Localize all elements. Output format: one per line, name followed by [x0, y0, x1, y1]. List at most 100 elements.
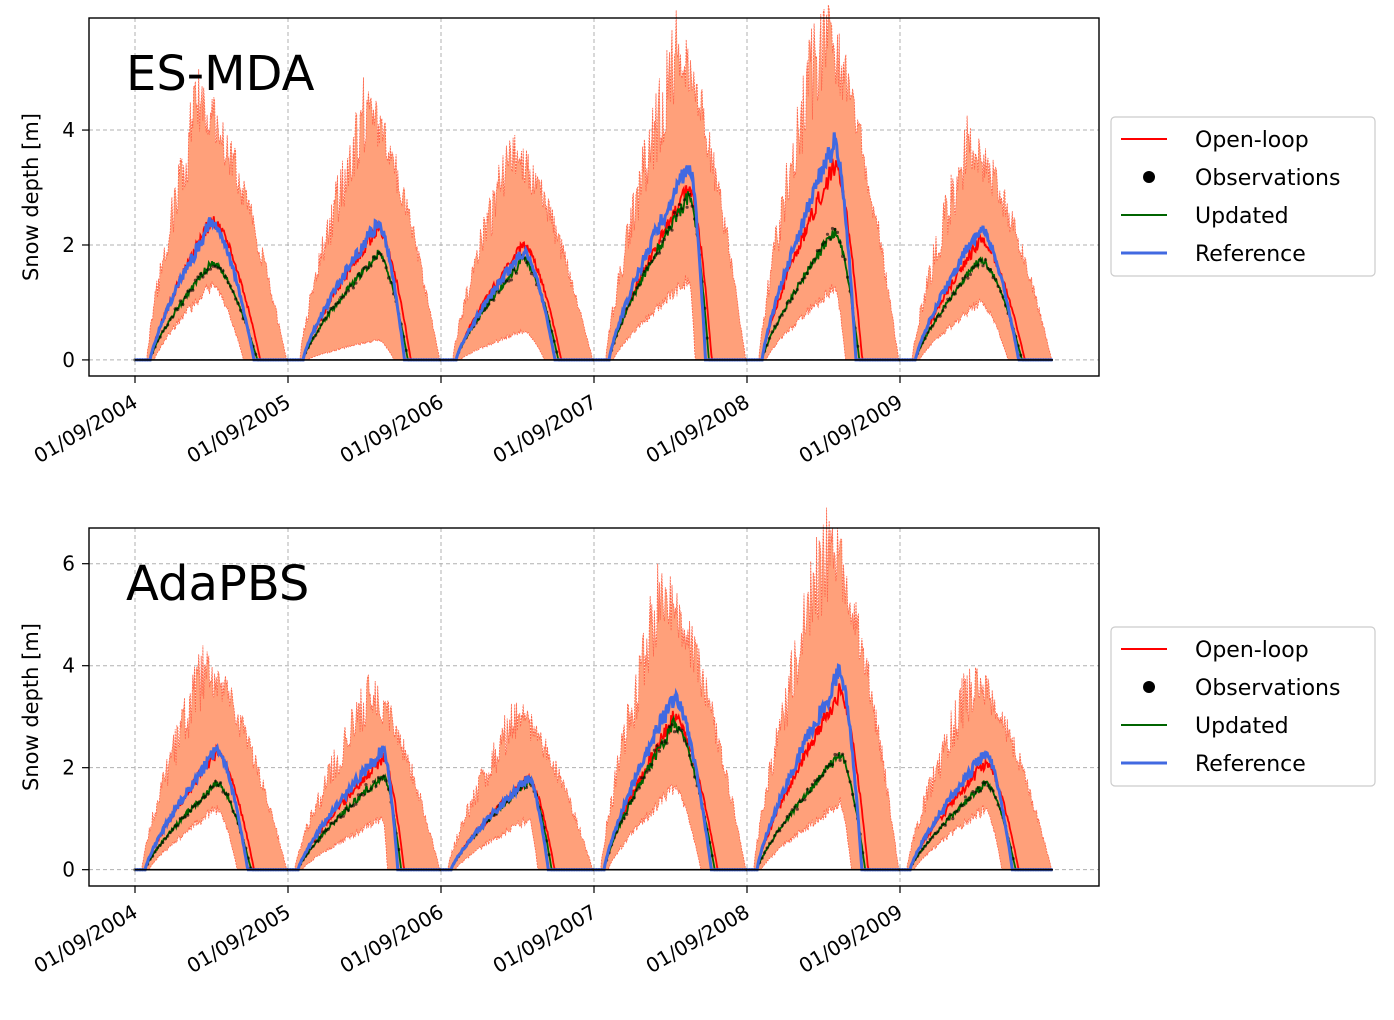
observation-point [211, 264, 215, 268]
observation-point [186, 289, 190, 293]
observation-point [652, 748, 657, 752]
observation-point [928, 837, 932, 841]
observation-point [941, 822, 945, 826]
observation-point [798, 799, 802, 804]
observation-point [397, 847, 401, 852]
x-tick-label: 01/09/2007 [489, 390, 601, 468]
observation-point [778, 315, 782, 319]
observation-point [507, 279, 511, 283]
observation-point [191, 288, 195, 292]
observation-point [682, 739, 687, 743]
observation-point [218, 781, 223, 785]
observation-point [321, 830, 325, 834]
observation-point [667, 725, 672, 729]
legend-frame [1110, 626, 1376, 787]
legend-observations-swatch [1143, 171, 1155, 183]
observation-point [1001, 295, 1005, 299]
observation-point [760, 856, 764, 860]
observation-point [359, 274, 363, 278]
observation-point [682, 198, 687, 202]
legend: Open-loop Observations Updated Reference [1110, 626, 1376, 787]
observation-point [677, 726, 682, 731]
observation-point [226, 280, 230, 284]
observation-point [841, 752, 845, 756]
observation-point [931, 835, 935, 839]
observation-point [642, 776, 646, 780]
panel-title: ES-MDA [126, 46, 315, 102]
observation-point [213, 779, 218, 783]
observation-point [319, 835, 323, 839]
observation-point [389, 281, 393, 285]
observation-point [828, 237, 832, 241]
observation-point [319, 323, 323, 327]
observation-point [951, 291, 955, 295]
observation-point [324, 316, 328, 320]
observation-point [218, 266, 223, 271]
observation-point [178, 816, 182, 821]
observation-point [193, 804, 197, 808]
observation-point [690, 204, 694, 208]
observation-point [234, 297, 238, 301]
observation-point [690, 762, 694, 767]
observation-point [825, 232, 830, 236]
observation-point [329, 821, 333, 826]
observation-point [163, 326, 167, 330]
observation-point [999, 289, 1003, 293]
observation-point [793, 805, 797, 809]
observation-point [780, 313, 784, 317]
observation-point [226, 792, 230, 797]
observation-point [178, 299, 182, 303]
observation-point [983, 258, 988, 262]
observation-point [191, 805, 195, 809]
observation-point [497, 291, 501, 295]
observation-point [768, 336, 772, 340]
observation-point [196, 801, 200, 805]
observation-point [961, 276, 965, 281]
observation-point [971, 266, 975, 270]
observation-point [356, 272, 360, 276]
observation-point [196, 275, 200, 279]
observation-point [926, 841, 930, 845]
observation-point [943, 305, 947, 309]
observation-point [956, 809, 960, 813]
observation-point [163, 837, 167, 841]
observation-point [657, 251, 662, 255]
observation-point [818, 248, 822, 252]
observation-point [763, 851, 767, 855]
observation-point [672, 210, 677, 215]
observation-point [838, 758, 842, 762]
observation-point [688, 753, 692, 758]
x-tick-label: 01/09/2007 [489, 900, 601, 978]
observation-point [936, 830, 940, 834]
observation-point [835, 230, 840, 234]
observation-point [547, 853, 551, 857]
observation-point [216, 783, 220, 788]
observation-point [384, 266, 388, 270]
observation-point [938, 314, 942, 318]
observation-point [685, 205, 689, 209]
observation-point [813, 779, 817, 783]
observation-point [773, 834, 777, 838]
observation-point [770, 330, 774, 334]
observation-point [650, 259, 654, 263]
observation-point [324, 828, 328, 833]
observation-point [968, 796, 973, 800]
observation-point [1011, 857, 1015, 861]
observation-point [351, 286, 355, 290]
observation-point [983, 781, 988, 785]
observation-point [203, 271, 207, 275]
observation-point [966, 798, 970, 802]
observation-point [688, 192, 692, 196]
observation-point [336, 815, 340, 819]
observation-point [173, 824, 177, 828]
observation-point [374, 784, 378, 788]
observation-point [529, 272, 534, 276]
observation-point [351, 804, 355, 808]
ensemble-band [288, 77, 441, 361]
y-tick-label: 4 [62, 118, 75, 142]
observation-point [201, 275, 205, 279]
observation-point [376, 775, 381, 780]
observation-point [843, 759, 847, 763]
observation-point [635, 788, 639, 792]
y-tick-group: 0 2 4 6 [62, 552, 89, 882]
